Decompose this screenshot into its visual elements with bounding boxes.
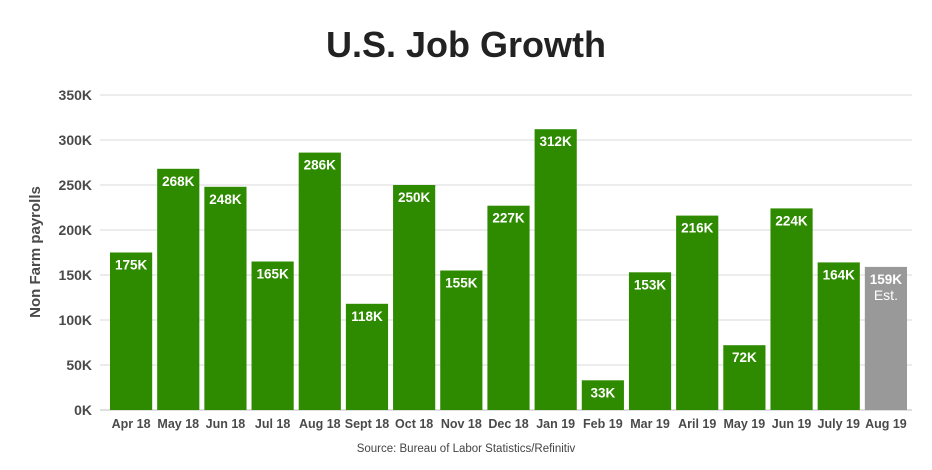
bar xyxy=(298,152,341,410)
bar xyxy=(440,270,483,410)
bar-value-label: 248K xyxy=(209,192,242,207)
bar-value-label: 164K xyxy=(823,267,856,282)
estimate-note: Est. xyxy=(874,287,898,303)
bar xyxy=(628,272,672,410)
bar-value-label: 268K xyxy=(162,174,195,189)
y-tick-label: 300K xyxy=(59,132,92,148)
y-tick-label: 150K xyxy=(59,267,92,283)
x-tick-label: Aril 19 xyxy=(678,417,716,431)
y-axis-ticks: 0K 50K 100K 150K 200K 250K 300K 350K xyxy=(59,87,92,418)
x-axis-ticks: Apr 18 May 18 Jun 18 Jul 18 Aug 18 Sept 18 Oct… xyxy=(112,417,907,431)
y-tick-label: 100K xyxy=(59,312,92,328)
bar xyxy=(817,262,860,410)
bar xyxy=(723,345,766,410)
bar xyxy=(487,205,530,410)
y-tick-label: 200K xyxy=(59,222,92,238)
x-tick-label: May 18 xyxy=(157,417,199,431)
x-tick-label: Jan 19 xyxy=(536,417,575,431)
x-tick-label: Jun 19 xyxy=(772,417,812,431)
bar-value-label: 224K xyxy=(775,213,808,228)
bar-value-label: 227K xyxy=(492,211,525,226)
bar-value-label: 153K xyxy=(634,277,667,292)
bars: 175K 268K 248K 165K 286K 118K 250K 155K 227K 312K… xyxy=(110,129,907,410)
bar-value-label: 72K xyxy=(732,350,757,365)
source-note: Source: Bureau of Labor Statistics/Refin… xyxy=(357,443,576,455)
x-tick-label: Aug 19 xyxy=(865,417,907,431)
x-tick-label: May 19 xyxy=(724,417,766,431)
bar xyxy=(393,185,436,410)
x-tick-label: July 19 xyxy=(818,417,860,431)
bar xyxy=(770,208,813,410)
bar xyxy=(110,252,153,410)
bar-value-label: 159K xyxy=(870,272,903,287)
x-tick-label: Jun 18 xyxy=(206,417,246,431)
x-tick-label: Dec 18 xyxy=(488,417,528,431)
bar-value-label: 250K xyxy=(398,190,431,205)
x-tick-label: Sept 18 xyxy=(345,417,390,431)
bar-value-label: 155K xyxy=(445,276,478,291)
bar xyxy=(581,380,624,410)
bar xyxy=(345,303,389,410)
bar-value-label: 216K xyxy=(681,221,714,236)
x-tick-label: Mar 19 xyxy=(630,417,670,431)
bar xyxy=(157,168,200,410)
bar-estimate xyxy=(864,266,907,410)
y-tick-label: 0K xyxy=(74,402,92,418)
x-tick-label: Aug 18 xyxy=(299,417,341,431)
bar xyxy=(204,186,247,410)
bar xyxy=(676,215,719,410)
x-tick-label: Nov 18 xyxy=(441,417,482,431)
x-tick-label: Oct 18 xyxy=(395,417,433,431)
bar-value-label: 165K xyxy=(256,267,289,282)
y-tick-label: 50K xyxy=(66,357,92,373)
x-tick-label: Apr 18 xyxy=(112,417,151,431)
x-tick-label: Feb 19 xyxy=(583,417,623,431)
bar-value-label: 312K xyxy=(540,134,573,149)
y-tick-label: 350K xyxy=(59,87,92,103)
bar xyxy=(251,261,294,410)
chart-title: U.S. Job Growth xyxy=(326,24,606,65)
bar-value-label: 175K xyxy=(115,258,148,273)
bar-value-label: 33K xyxy=(590,385,615,400)
y-tick-label: 250K xyxy=(59,177,92,193)
bar-value-label: 286K xyxy=(304,158,337,173)
bar-value-label: 118K xyxy=(351,309,383,324)
y-axis-label: Non Farm payrolls xyxy=(27,186,44,318)
bar xyxy=(534,129,577,410)
x-tick-label: Jul 18 xyxy=(255,417,290,431)
